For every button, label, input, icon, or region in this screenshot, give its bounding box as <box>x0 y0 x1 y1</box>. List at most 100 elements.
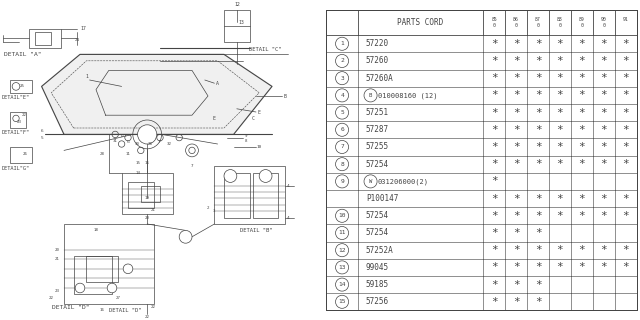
Bar <box>253 173 278 218</box>
Text: *: * <box>623 159 629 169</box>
Text: 6: 6 <box>40 129 43 133</box>
Text: 3: 3 <box>340 76 344 81</box>
Text: 010008160 (12): 010008160 (12) <box>378 92 437 99</box>
Text: 59185: 59185 <box>365 280 389 289</box>
Text: *: * <box>513 73 520 83</box>
Bar <box>35 32 51 45</box>
Text: *: * <box>623 211 629 221</box>
Text: *: * <box>623 108 629 117</box>
Text: *: * <box>513 280 520 290</box>
Text: 57254: 57254 <box>365 228 389 237</box>
Text: 031206000(2): 031206000(2) <box>378 178 429 185</box>
Text: 20: 20 <box>145 216 150 220</box>
Text: *: * <box>600 211 607 221</box>
Text: C: C <box>252 116 254 121</box>
Text: *: * <box>579 159 586 169</box>
Text: 11: 11 <box>125 152 131 156</box>
Text: 11: 11 <box>339 230 346 236</box>
Text: *: * <box>623 194 629 204</box>
Circle shape <box>138 125 157 144</box>
Text: *: * <box>491 73 497 83</box>
Text: D: D <box>120 134 123 138</box>
Text: 91: 91 <box>623 17 628 28</box>
Text: DETAIL"F": DETAIL"F" <box>2 130 30 135</box>
Text: *: * <box>623 90 629 100</box>
Text: 22: 22 <box>151 305 156 309</box>
Text: *: * <box>557 262 563 272</box>
Text: 85
0: 85 0 <box>492 17 497 28</box>
Text: *: * <box>600 194 607 204</box>
Text: *: * <box>579 194 586 204</box>
Text: *: * <box>513 297 520 307</box>
Text: 28: 28 <box>100 152 105 156</box>
Text: 25: 25 <box>20 84 25 88</box>
Text: *: * <box>491 297 497 307</box>
Text: 57254: 57254 <box>365 160 389 169</box>
Text: *: * <box>534 73 541 83</box>
Text: *: * <box>491 56 497 66</box>
Text: E: E <box>213 116 216 121</box>
Text: E: E <box>258 109 260 115</box>
Text: P100147: P100147 <box>365 194 398 203</box>
Bar <box>141 186 160 202</box>
Text: *: * <box>534 90 541 100</box>
Text: 13: 13 <box>339 265 346 270</box>
Text: 86
0: 86 0 <box>513 17 519 28</box>
Bar <box>86 256 118 282</box>
Text: 57251: 57251 <box>365 108 389 117</box>
Text: 88
0: 88 0 <box>557 17 563 28</box>
Text: 23: 23 <box>55 289 60 293</box>
Bar <box>10 80 32 93</box>
Text: *: * <box>534 280 541 290</box>
Text: 8: 8 <box>340 162 344 167</box>
Text: 30: 30 <box>135 142 140 146</box>
Text: *: * <box>579 56 586 66</box>
Text: *: * <box>557 108 563 117</box>
Text: 28: 28 <box>148 142 153 146</box>
Circle shape <box>179 230 192 243</box>
Text: 10: 10 <box>339 213 346 218</box>
Text: 99045: 99045 <box>365 263 389 272</box>
Text: *: * <box>513 228 520 238</box>
Text: *: * <box>623 262 629 272</box>
Text: 24: 24 <box>74 38 79 42</box>
Text: *: * <box>513 159 520 169</box>
Text: 14: 14 <box>339 282 346 287</box>
Text: 1: 1 <box>85 74 88 79</box>
Text: 4: 4 <box>287 216 289 220</box>
Text: *: * <box>579 39 586 49</box>
Text: 2: 2 <box>340 59 344 63</box>
Text: *: * <box>623 56 629 66</box>
Bar <box>128 182 154 208</box>
Bar <box>29 29 61 48</box>
Text: *: * <box>600 159 607 169</box>
Text: *: * <box>557 73 563 83</box>
Text: 57287: 57287 <box>365 125 389 134</box>
Text: *: * <box>491 262 497 272</box>
Text: *: * <box>557 56 563 66</box>
Text: 1: 1 <box>340 41 344 46</box>
Text: B: B <box>284 93 286 99</box>
Text: 12: 12 <box>234 2 239 7</box>
Text: DETAIL "B": DETAIL "B" <box>240 228 272 233</box>
Text: *: * <box>491 125 497 135</box>
Text: *: * <box>491 142 497 152</box>
Bar <box>122 173 173 214</box>
Text: *: * <box>557 125 563 135</box>
Text: 7: 7 <box>340 145 344 149</box>
Text: 57260A: 57260A <box>365 74 394 83</box>
Text: *: * <box>534 142 541 152</box>
Text: *: * <box>557 211 563 221</box>
Text: *: * <box>623 73 629 83</box>
Bar <box>224 10 250 42</box>
Text: *: * <box>513 125 520 135</box>
Circle shape <box>108 283 116 293</box>
Text: *: * <box>579 125 586 135</box>
Polygon shape <box>42 54 272 134</box>
Text: *: * <box>600 90 607 100</box>
Text: *: * <box>491 176 497 186</box>
Text: 57254: 57254 <box>365 211 389 220</box>
Text: DETAIL "D": DETAIL "D" <box>52 305 89 310</box>
Text: *: * <box>623 125 629 135</box>
Text: *: * <box>579 73 586 83</box>
